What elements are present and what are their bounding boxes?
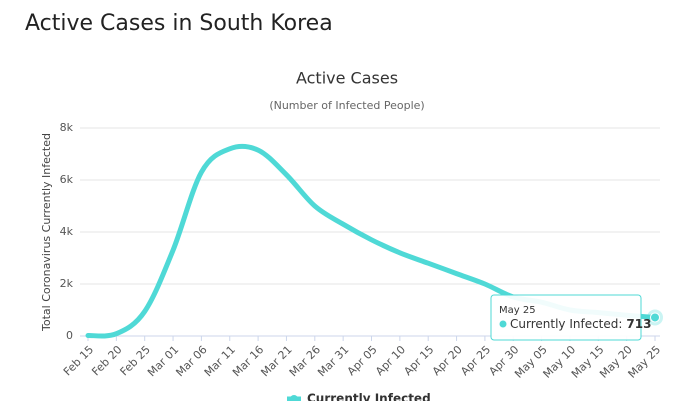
y-tick-label: 6k	[60, 173, 74, 186]
x-tick-label: Apr 10	[373, 343, 408, 378]
tooltip-dot	[499, 320, 507, 328]
legend-label: Currently Infected	[307, 392, 431, 401]
x-tick-label: Apr 20	[430, 343, 465, 378]
hover-point-core	[650, 312, 660, 323]
y-tick-label: 8k	[60, 121, 74, 134]
x-tick-label: Apr 15	[401, 343, 436, 378]
y-tick-label: 0	[66, 329, 73, 342]
tooltip	[490, 294, 642, 341]
tooltip-date: May 25	[499, 305, 536, 316]
tooltip-label: Currently Infected:	[510, 317, 622, 331]
x-tick-label: Feb 20	[89, 343, 124, 378]
tooltip-value: 713	[626, 317, 651, 331]
page-title: Active Cases in South Korea	[25, 11, 333, 36]
chart-title: Active Cases	[296, 69, 398, 88]
y-tick-label: 4k	[60, 225, 74, 238]
tooltip-text: Currently Infected: 713	[510, 317, 651, 331]
legend-symbol-dot	[290, 395, 298, 401]
x-tick-label: Apr 25	[458, 343, 493, 378]
x-tick-label: Mar 31	[315, 343, 351, 379]
chart-subtitle: (Number of Infected People)	[269, 99, 424, 112]
y-tick-label: 2k	[60, 277, 74, 290]
y-axis-label: Total Coronavirus Currently Infected	[40, 133, 53, 332]
x-tick-label: Feb 15	[61, 343, 96, 378]
x-tick-label: Apr 05	[345, 343, 380, 378]
